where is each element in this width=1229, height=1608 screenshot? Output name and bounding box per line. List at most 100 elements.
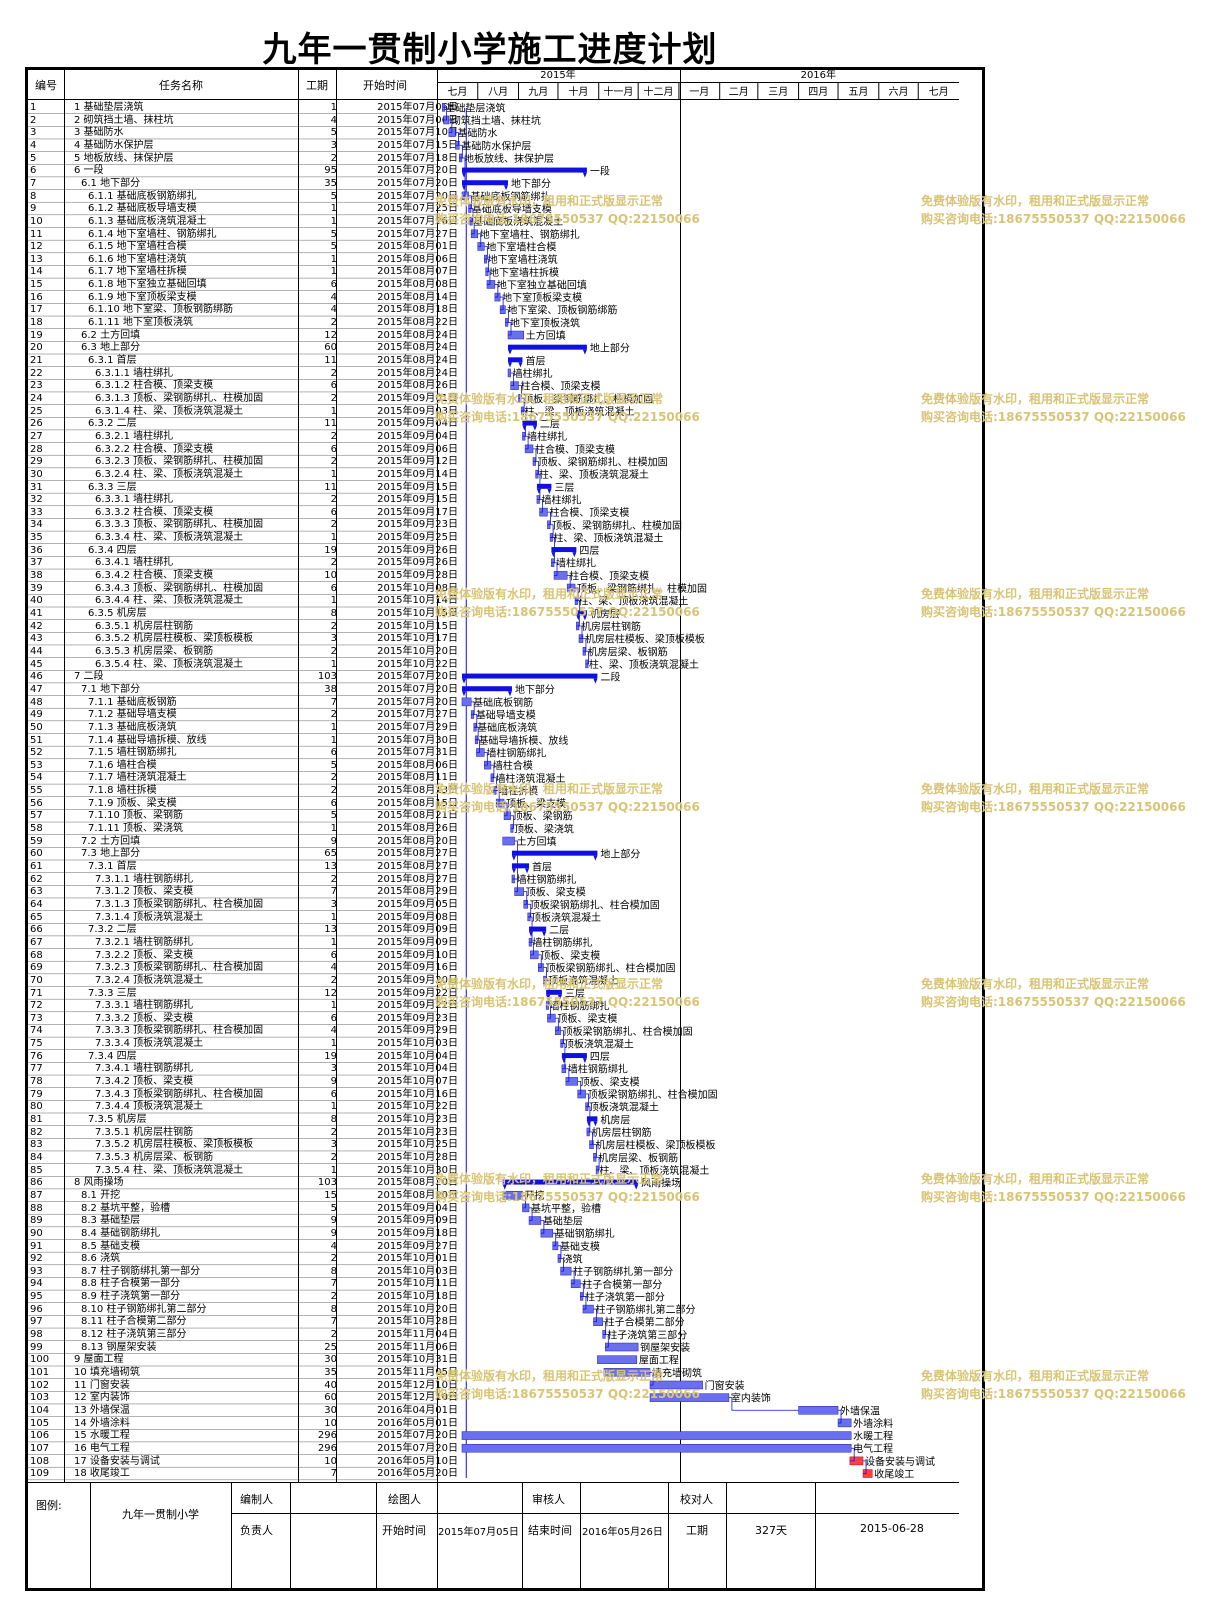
page-title: 九年一贯制小学施工进度计划 xyxy=(262,30,718,70)
duration-label: 工期 xyxy=(686,1524,708,1537)
footer-line-h xyxy=(668,1482,669,1588)
table-row: 25 6.3.1.4 柱、梁、顶板浇筑混凝土 1 2015年09月03日 xyxy=(28,405,459,418)
row-duration: 6 xyxy=(330,747,337,759)
table-row: 9 6.1.2 基础底板导墙支模 1 2015年07月25日 xyxy=(28,202,459,215)
row-id: 80 xyxy=(30,1101,43,1113)
row-duration: 40 xyxy=(324,1379,337,1391)
row-duration: 1 xyxy=(330,911,337,923)
row-duration: 2 xyxy=(330,873,337,885)
row-id: 31 xyxy=(30,481,43,493)
table-row: 108 17 设备安装与调试 10 2016年05月10日 xyxy=(28,1455,459,1468)
table-row: 29 6.3.2.3 顶板、梁钢筋绑扎、柱模加固 2 2015年09月12日 xyxy=(28,455,459,468)
checker-label: 校对人 xyxy=(680,1493,713,1506)
row-id: 107 xyxy=(30,1442,50,1454)
row-duration: 103 xyxy=(317,1177,337,1189)
table-row: 90 8.4 基础钢筋绑扎 9 2015年09月18日 xyxy=(28,1227,459,1240)
col-header-id: 编号 xyxy=(35,79,57,92)
row-start: 2015年08月24日 xyxy=(377,355,458,366)
row-start: 2016年05月20日 xyxy=(377,1468,458,1480)
row-start: 2015年09月04日 xyxy=(377,1202,458,1214)
row-id: 97 xyxy=(30,1316,43,1328)
row-id: 61 xyxy=(30,861,43,872)
row-id: 98 xyxy=(30,1329,43,1341)
row-id: 41 xyxy=(30,608,43,619)
row-duration: 1 xyxy=(330,1164,337,1176)
row-task-name: 6.1.7 地下室墙柱拆模 xyxy=(88,266,187,278)
row-task-name: 13 外墙保温 xyxy=(74,1404,130,1416)
row-start: 2015年10月20日 xyxy=(377,1303,458,1315)
row-duration: 5 xyxy=(330,190,337,202)
row-task-name: 17 设备安装与调试 xyxy=(74,1455,160,1467)
row-duration: 10 xyxy=(324,570,337,582)
row-start: 2015年09月09日 xyxy=(377,1215,458,1227)
row-duration: 1 xyxy=(330,1101,337,1113)
row-id: 38 xyxy=(30,570,43,582)
table-row: 104 13 外墙保温 30 2016年04月01日 xyxy=(28,1404,459,1417)
row-task-name: 6.1.10 地下室梁、顶板钢筋绑筋 xyxy=(88,304,233,316)
table-row: 103 12 室内装饰 60 2015年12月10日 xyxy=(28,1391,459,1404)
row-duration: 2 xyxy=(330,1329,337,1341)
row-id: 36 xyxy=(30,544,43,556)
row-duration: 35 xyxy=(324,1367,337,1378)
row-duration: 1 xyxy=(330,823,337,835)
row-start: 2015年10月17日 xyxy=(377,633,458,645)
table-row: 40 6.3.4.4 柱、梁、顶板浇筑混凝土 1 2015年10月14日 xyxy=(28,594,459,607)
row-task-name: 7.3 地上部分 xyxy=(81,848,141,860)
table-row: 84 7.3.5.3 机房层梁、板钢筋 2 2015年10月28日 xyxy=(28,1151,459,1164)
drafter-label: 绘图人 xyxy=(388,1493,421,1506)
table-bottom-line xyxy=(28,1482,959,1483)
row-duration: 6 xyxy=(330,1012,337,1024)
row-start: 2015年08月20日 xyxy=(377,1189,458,1201)
row-id: 45 xyxy=(30,658,43,670)
row-start: 2015年07月20日 xyxy=(377,165,458,177)
row-task-name: 1 基础垫层浇筑 xyxy=(74,102,144,113)
row-id: 90 xyxy=(30,1227,43,1239)
table-row: 53 7.1.6 墙柱合模 5 2015年08月06日 xyxy=(28,759,459,772)
row-start: 2015年08月06日 xyxy=(377,253,458,265)
row-start: 2015年10月20日 xyxy=(377,645,458,657)
row-id: 67 xyxy=(30,936,43,948)
row-id: 86 xyxy=(30,1177,43,1189)
row-start: 2015年07月26日 xyxy=(377,215,458,227)
row-start: 2015年10月03日 xyxy=(377,1038,458,1050)
row-task-name: 8.11 柱子合模第二部分 xyxy=(81,1316,187,1328)
table-row: 26 6.3.2 二层 11 2015年09月04日 xyxy=(28,417,459,430)
row-task-name: 6.1.5 地下室墙柱合模 xyxy=(88,241,187,253)
row-id: 78 xyxy=(30,1076,43,1088)
footer-mid-line xyxy=(231,1513,959,1514)
row-duration: 6 xyxy=(330,797,337,809)
row-id: 101 xyxy=(30,1367,50,1378)
table-row: 19 6.2 土方回填 12 2015年08月24日 xyxy=(28,329,459,342)
row-duration: 1 xyxy=(330,1000,337,1012)
row-task-name: 7.3.4.4 顶板浇筑混凝土 xyxy=(95,1101,204,1113)
row-start: 2015年07月29日 xyxy=(377,721,458,733)
table-row: 75 7.3.3.4 顶板浇筑混凝土 1 2015年10月03日 xyxy=(28,1037,459,1050)
table-row: 56 7.1.9 顶板、梁支模 6 2015年08月15日 xyxy=(28,797,459,810)
row-duration: 1 xyxy=(330,215,337,227)
row-start: 2015年09月26日 xyxy=(377,557,458,569)
row-start: 2015年08月26日 xyxy=(377,380,458,392)
row-id: 74 xyxy=(30,1025,43,1037)
row-task-name: 6.1.8 地下室独立基础回填 xyxy=(88,279,207,291)
table-row: 41 6.3.5 机房层 8 2015年10月15日 xyxy=(28,607,459,620)
row-start: 2015年09月09日 xyxy=(377,936,458,948)
row-id: 23 xyxy=(30,380,43,392)
footer-line-g xyxy=(580,1482,581,1588)
row-start: 2015年10月16日 xyxy=(377,1088,458,1100)
row-id: 103 xyxy=(30,1392,50,1404)
table-row: 83 7.3.5.2 机房层柱模板、梁顶板模板 3 2015年10月25日 xyxy=(28,1138,459,1151)
row-task-name: 7.1 地下部分 xyxy=(81,683,141,695)
row-id: 58 xyxy=(30,823,43,835)
row-duration: 6 xyxy=(330,1088,337,1100)
row-id: 19 xyxy=(30,329,43,341)
table-row: 58 7.1.11 顶板、梁浇筑 1 2015年08月26日 xyxy=(28,822,459,835)
table-row: 5 5 地板放线、抹保护层 2 2015年07月18日 xyxy=(28,152,459,165)
row-start: 2015年10月22日 xyxy=(377,658,458,670)
row-task-name: 6.3.4.4 柱、梁、顶板浇筑混凝土 xyxy=(95,595,244,607)
row-id: 17 xyxy=(30,304,43,316)
row-duration: 15 xyxy=(324,1189,337,1201)
row-task-name: 8.7 柱子钢筋绑扎第一部分 xyxy=(81,1265,201,1277)
table-row: 68 7.3.2.2 顶板、梁支模 6 2015年09月10日 xyxy=(28,949,459,962)
row-id: 35 xyxy=(30,532,43,544)
row-start: 2015年10月28日 xyxy=(377,1316,458,1328)
